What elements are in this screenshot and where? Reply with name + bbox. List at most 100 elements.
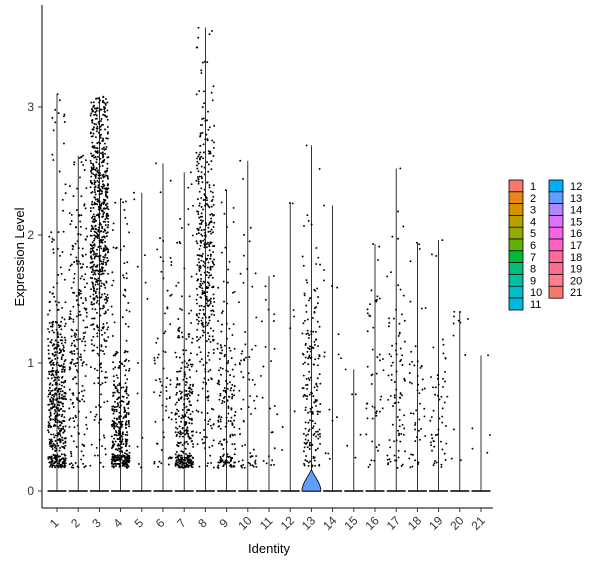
data-point xyxy=(203,173,206,176)
data-point xyxy=(183,403,186,406)
data-point xyxy=(79,314,82,316)
data-point xyxy=(99,230,102,233)
data-point xyxy=(302,387,305,390)
data-point xyxy=(85,311,88,314)
data-point xyxy=(119,401,122,404)
data-point xyxy=(115,418,118,421)
y-axis-title: Expression Level xyxy=(12,207,27,306)
data-point xyxy=(101,445,104,447)
data-point xyxy=(125,309,128,312)
data-point xyxy=(269,407,271,410)
data-point xyxy=(207,399,210,402)
data-point xyxy=(122,400,125,403)
legend-label: 15 xyxy=(570,216,582,228)
data-point xyxy=(113,380,116,383)
data-point xyxy=(69,310,72,313)
data-point xyxy=(110,435,113,438)
data-point xyxy=(113,406,116,409)
data-point xyxy=(186,366,189,369)
data-point xyxy=(127,421,130,424)
data-point xyxy=(181,435,184,438)
data-point xyxy=(372,243,375,245)
data-point xyxy=(90,152,93,155)
data-point xyxy=(92,285,95,288)
data-point xyxy=(207,354,209,357)
data-point xyxy=(273,347,276,350)
data-point xyxy=(443,452,446,455)
data-point xyxy=(57,407,59,410)
data-point xyxy=(317,345,319,347)
data-point xyxy=(170,261,173,263)
data-point xyxy=(57,432,60,435)
data-point xyxy=(212,85,215,88)
data-point xyxy=(107,308,109,311)
data-point xyxy=(199,431,202,434)
data-point xyxy=(414,428,417,431)
data-point xyxy=(104,193,107,195)
data-point xyxy=(434,386,437,389)
data-point xyxy=(229,463,232,466)
data-point xyxy=(90,257,93,260)
data-point xyxy=(98,193,101,196)
data-point xyxy=(53,376,56,379)
data-point xyxy=(99,307,102,310)
data-point xyxy=(225,362,228,365)
data-point xyxy=(255,316,258,319)
data-point xyxy=(208,358,211,361)
data-point xyxy=(398,434,400,437)
data-point xyxy=(64,192,67,195)
data-point xyxy=(47,389,50,392)
data-point xyxy=(93,122,96,125)
data-point xyxy=(208,316,211,319)
data-point xyxy=(178,462,181,465)
data-point xyxy=(311,427,314,430)
data-point xyxy=(189,352,192,355)
data-point xyxy=(307,411,309,414)
data-point xyxy=(114,201,117,204)
data-point xyxy=(206,291,209,294)
data-point xyxy=(103,269,106,272)
data-point xyxy=(240,370,243,373)
data-point xyxy=(177,464,179,467)
data-point xyxy=(51,367,54,369)
data-point xyxy=(366,402,369,405)
data-point xyxy=(232,465,235,468)
data-point xyxy=(399,288,402,291)
data-point xyxy=(230,458,233,461)
data-point xyxy=(84,238,87,241)
data-point xyxy=(58,404,61,407)
data-point xyxy=(289,327,292,330)
data-point xyxy=(179,217,182,220)
data-point xyxy=(189,391,192,393)
data-point xyxy=(312,395,315,398)
data-point xyxy=(70,220,73,222)
data-point xyxy=(251,379,254,381)
data-point xyxy=(176,408,178,411)
data-point xyxy=(74,242,77,245)
data-point xyxy=(92,166,95,169)
data-point xyxy=(222,461,225,464)
data-point xyxy=(59,434,62,437)
data-point xyxy=(196,227,199,230)
data-point xyxy=(94,292,97,295)
data-point xyxy=(50,442,53,445)
data-point xyxy=(241,466,244,469)
data-point xyxy=(111,440,114,443)
data-point xyxy=(106,126,109,128)
data-point xyxy=(312,346,315,349)
data-point xyxy=(211,335,214,338)
data-point xyxy=(452,322,455,325)
data-point xyxy=(185,377,188,380)
data-point xyxy=(227,405,230,408)
data-point xyxy=(176,391,178,394)
data-point xyxy=(72,291,74,294)
data-point xyxy=(99,188,102,191)
data-point xyxy=(54,351,57,354)
data-point xyxy=(121,395,124,398)
data-point xyxy=(304,356,307,359)
data-point xyxy=(226,453,229,456)
data-point xyxy=(180,417,183,420)
data-point xyxy=(175,451,178,453)
data-point xyxy=(176,241,179,244)
data-point xyxy=(98,257,101,260)
